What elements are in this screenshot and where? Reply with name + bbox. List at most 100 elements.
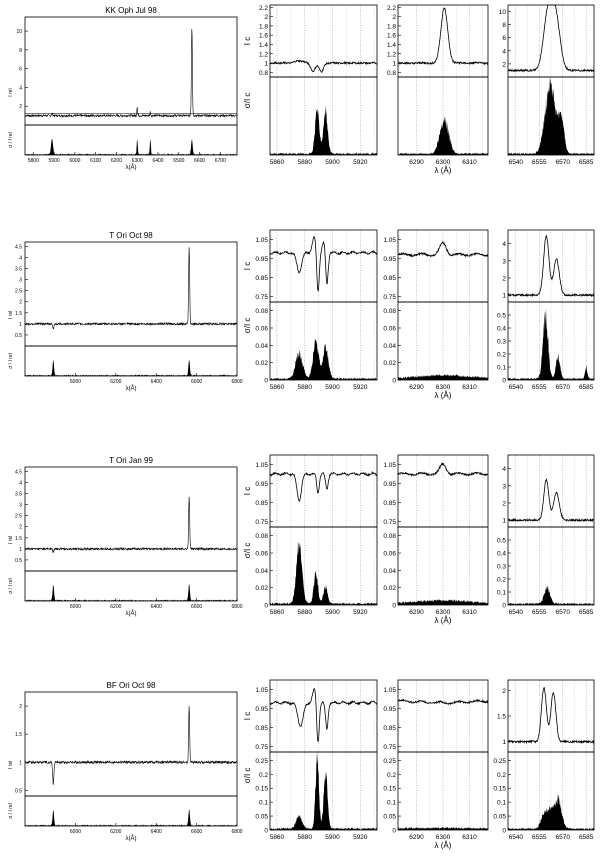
zoom-ytick-label: 3 [502,483,506,490]
overview-sigma-frame [24,345,238,377]
overview-sigma-ylabel: σ / I rel [8,578,14,594]
overview-ytick-label: 2.5 [15,514,22,520]
zoom-frame [269,679,378,753]
overview-ytick-label: 10 [16,29,22,35]
zoom-sigma-ytick-label: 0 [502,828,506,835]
zoom-sigma-ytick-label: 0 [392,378,396,385]
zoom-ytick-label: 1 [502,739,506,746]
zoom-sigma-ytick-label: 0.2 [497,772,506,779]
zoom-xtick-label: 6585 [579,834,594,841]
overview-ytick-label: 3.5 [15,492,22,498]
overview-ytick-label: 0.5 [15,788,22,794]
overview-ytick-label: 3.5 [15,267,22,273]
zoom-ytick-label: 2 [264,14,268,21]
zoom-ytick-label: 1 [502,293,506,300]
overview-ytick-label: 4.5 [15,469,22,475]
zoom-ytick-label: 0.95 [255,706,268,713]
overview-ytick-label: 4.5 [15,244,22,250]
zoom-xtick-label: 6300 [436,384,451,391]
overview-ytick-label: 4 [19,85,22,91]
zoom-xtick-label: 5880 [298,159,313,166]
zoom-sigma-ytick-label: 0.3 [497,339,506,346]
overview-spectrum-line [24,247,238,330]
overview-ytick-label: 0.5 [15,558,22,564]
zoom-sigma-ytick-label: 0 [264,378,268,385]
zoom-ytick-label: 1.4 [387,42,396,49]
overview-ytick-label: 1.5 [15,311,22,317]
zoom-panel-oi6300: 0.75 0.85 0.95 1.05 0 0.02 0.04 0.06 0.08 6290 630… [383,454,489,625]
zoom-sigma-area [398,374,488,380]
overview-spectrum-line [24,28,238,118]
zoom-profile-line [397,240,489,258]
overview-sigma-area [25,809,237,826]
zoom-xlabel: λ (Å) [435,166,452,175]
zoom-sigma-ytick-label: 0 [502,603,506,610]
zoom-xtick-label: 6310 [462,384,477,391]
zoom-xtick-label: 5920 [353,159,368,166]
zoom-xtick-label: 5900 [325,834,340,841]
overview-title: T Ori Oct 98 [109,231,153,240]
zoom-ytick-label: 0.75 [255,519,268,526]
overview-xtick-label: 6700 [215,158,226,164]
zoom-sigma-area [398,826,488,830]
zoom-ytick-label: 0.8 [387,70,396,77]
overview-spectrum-line [24,706,238,785]
zoom-sigma-area [270,339,377,380]
overview-xtick-label: 6400 [151,604,162,610]
zoom-xtick-label: 5880 [298,609,313,616]
zoom-xlabel: λ (Å) [435,841,452,850]
zoom-profile-line [507,4,595,73]
zoom-ytick-label: 0.95 [383,256,396,263]
zoom-sigma-ytick-label: 0.04 [255,568,268,575]
overview-xtick-label: 6400 [151,829,162,835]
zoom-ytick-label: 1 [392,61,396,68]
zoom-xtick-label: 6300 [436,159,451,166]
overview-ytick-label: 1 [19,322,22,328]
zoom-sigma-ytick-label: 0.3 [497,564,506,571]
overview-sigma-ylabel: σ / I rel [8,803,14,819]
overview-sigma-ylabel: σ / I rel [8,353,14,369]
zoom-xtick-label: 6585 [579,159,594,166]
zoom-sigma-area [398,116,488,155]
overview-ytick-label: 1 [19,760,22,766]
zoom-sigma-ytick-label: 0.2 [497,352,506,359]
zoom-profile-line [269,688,377,742]
zoom-sigma-ytick-label: 0.25 [493,758,506,765]
overview-ytick-label: 1.5 [15,732,22,738]
zoom-ytick-label: 0.75 [383,519,396,526]
zoom-xtick-label: 6555 [532,834,547,841]
overview-sigma-frame [24,795,238,827]
zoom-ytick-label: 0.8 [259,70,268,77]
zoom-ytick-label: 0.75 [383,294,396,301]
zoom-xtick-label: 6540 [509,834,524,841]
zoom-xtick-label: 6540 [509,384,524,391]
overview-sigma-frame [24,570,238,602]
zoom-sigma-ytick-label: 0.06 [255,551,268,558]
zoom-sigma-ytick-label: 0.04 [383,568,396,575]
zoom-sigma-ytick-label: 0.1 [497,365,506,372]
zoom-sigma-ytick-label: 0.1 [259,800,268,807]
zoom-ytick-label: 1.6 [387,33,396,40]
zoom-sigma-area [508,585,594,605]
zoom-ytick-label: 10 [499,9,507,16]
zoom-sigma-area [508,77,594,155]
overview-ylabel: I rel [8,88,14,96]
zoom-ytick-label: 1 [264,61,268,68]
zoom-panel-halpha: 1 2 3 4 0 0.1 0.2 0.3 0.4 0.5 6540 6555 6570 6585 [497,229,595,391]
overview-ytick-label: 0.5 [15,333,22,339]
zoom-xtick-label: 5860 [270,159,285,166]
zoom-sigma-ytick-label: 0 [502,378,506,385]
overview-xtick-label: 6200 [110,379,121,385]
overview-ylabel: I rel [8,761,14,769]
zoom-xtick-label: 6555 [532,384,547,391]
zoom-xtick-label: 5880 [298,384,313,391]
overview-ytick-label: 2 [19,525,22,531]
overview-ytick-label: 3 [19,278,22,284]
zoom-sigma-area [508,308,594,380]
zoom-xtick-label: 5920 [353,609,368,616]
zoom-ytick-label: 0.85 [255,725,268,732]
zoom-ytick-label: 2 [392,14,396,21]
zoom-sigma-ylabel: σ/I c [243,543,252,559]
zoom-sigma-ytick-label: 0.06 [383,551,396,558]
zoom-xtick-label: 5860 [270,384,285,391]
